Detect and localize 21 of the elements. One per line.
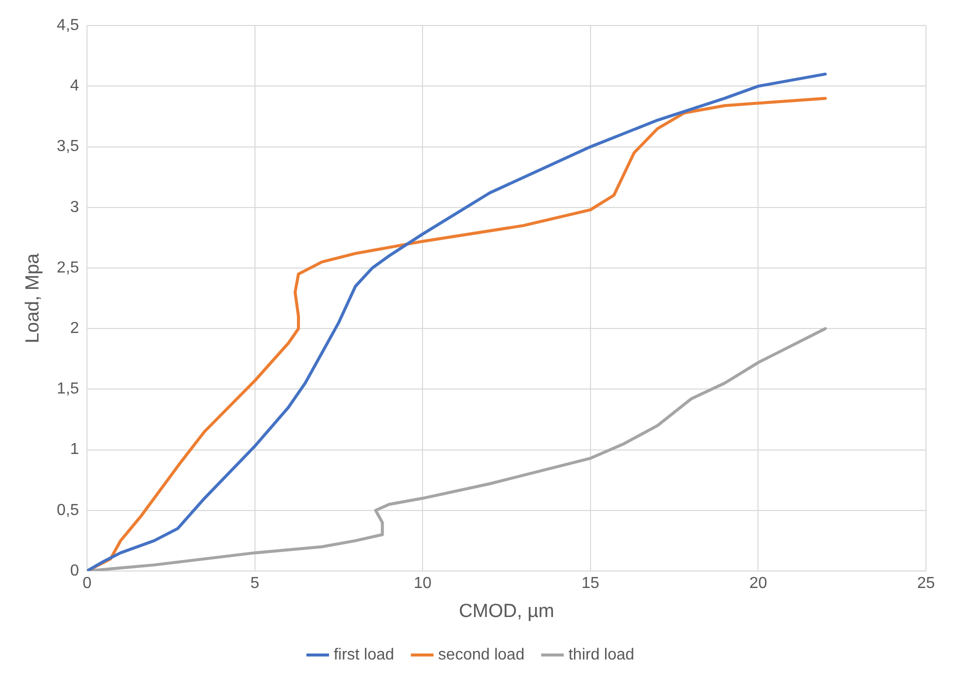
x-tick-label: 5	[250, 575, 260, 592]
y-tick-label: 4,5	[56, 17, 80, 34]
x-tick-label: 20	[749, 575, 768, 592]
x-tick-label: 0	[82, 575, 92, 592]
y-tick-label: 3	[70, 198, 80, 216]
x-tick-label: 25	[917, 575, 935, 592]
x-axis-title: CMOD, µm	[458, 600, 554, 622]
y-tick-label: 1,5	[56, 380, 80, 398]
legend-label: first load	[334, 646, 394, 664]
y-tick-label: 1	[70, 441, 80, 458]
x-tick-label: 15	[582, 575, 600, 592]
y-tick-label: 0	[70, 562, 80, 580]
y-axis-title: Load, Mpa	[22, 252, 44, 344]
x-tick-label: 10	[414, 575, 432, 592]
y-tick-label: 2,5	[56, 259, 80, 276]
y-tick-label: 2	[70, 320, 80, 338]
legend-label: second load	[438, 646, 524, 664]
y-tick-label: 3,5	[56, 138, 80, 156]
y-tick-label: 0,5	[56, 502, 80, 519]
legend-label: third load	[568, 646, 634, 664]
y-tick-label: 4	[70, 78, 80, 95]
